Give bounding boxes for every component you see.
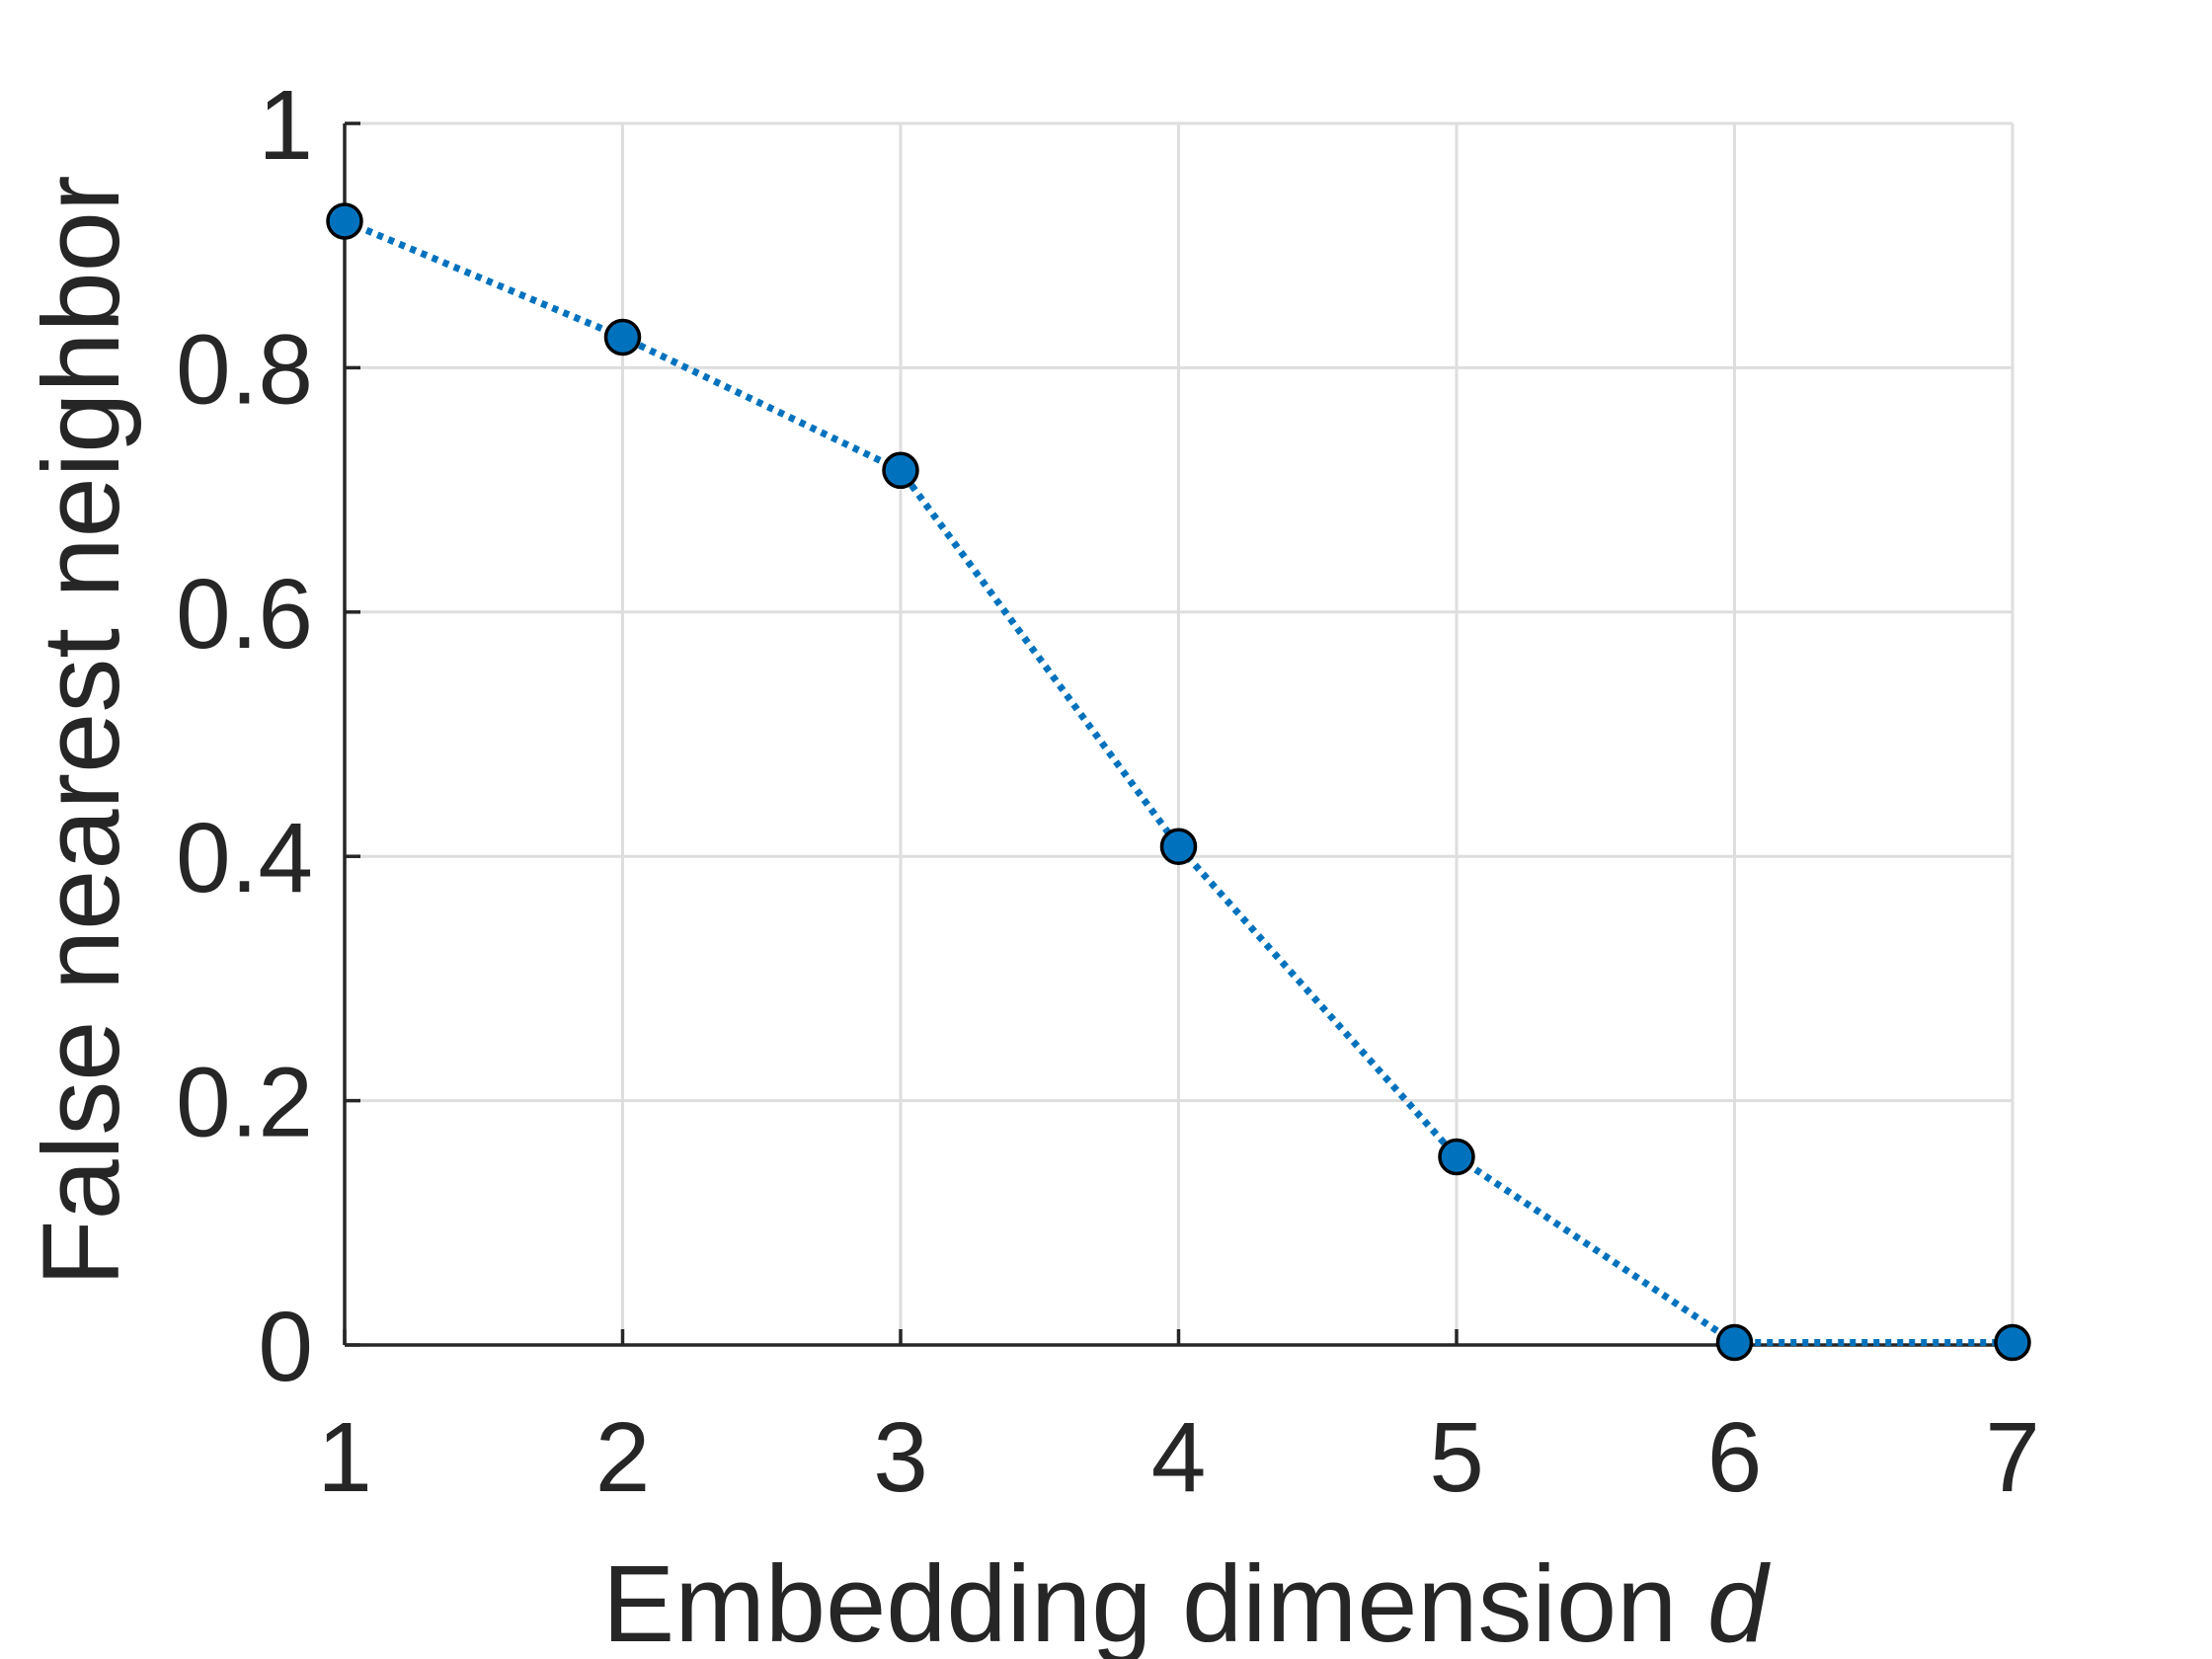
data-point — [1994, 1323, 2031, 1362]
data-point — [1715, 1323, 1754, 1362]
data-point — [1438, 1138, 1475, 1176]
y-tick-label: 0 — [258, 1292, 313, 1402]
x-axis-label-variable: d — [1707, 1543, 1772, 1659]
y-tick-label: 0.8 — [176, 314, 313, 425]
y-tick-labels: 0 0.2 0.4 0.6 0.8 1 — [176, 70, 313, 1402]
x-tick-label: 4 — [1151, 1402, 1207, 1513]
x-tick-labels: 1 2 3 4 5 6 7 — [317, 1402, 2040, 1513]
y-tick-label: 0.4 — [176, 803, 313, 913]
x-tick-label: 2 — [595, 1402, 651, 1513]
x-tick-label: 1 — [317, 1402, 372, 1513]
x-tick-label: 6 — [1707, 1402, 1763, 1513]
y-tick-label: 1 — [258, 70, 313, 181]
x-tick-label: 7 — [1985, 1402, 2040, 1513]
y-tick-label: 0.2 — [176, 1048, 313, 1158]
data-point — [326, 202, 363, 240]
grid — [345, 121, 2014, 1345]
x-tick-label: 3 — [873, 1402, 928, 1513]
y-axis-label: False nearest neighbor — [21, 175, 142, 1286]
data-point — [1159, 828, 1198, 866]
series-group — [326, 202, 2031, 1362]
data-point — [882, 451, 919, 490]
x-axis-label-text: Embedding dimension — [602, 1543, 1677, 1659]
x-tick-label: 5 — [1429, 1402, 1484, 1513]
x-axis-label: Embedding dimension d — [602, 1543, 1772, 1659]
data-point — [603, 318, 642, 356]
y-tick-label: 0.6 — [176, 559, 313, 670]
